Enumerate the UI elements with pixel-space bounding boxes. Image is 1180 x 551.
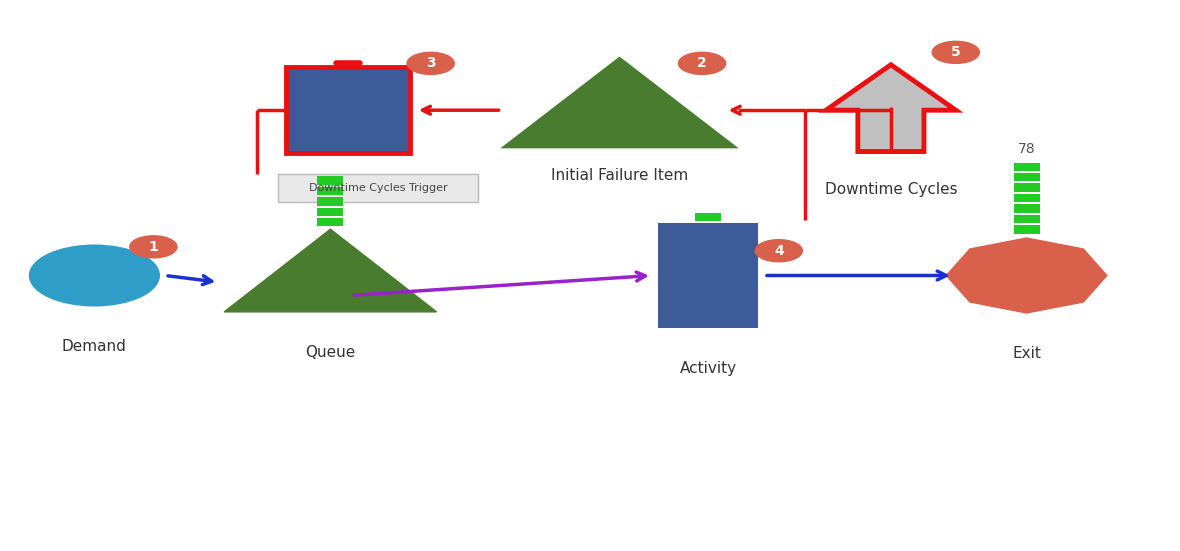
Circle shape: [755, 240, 802, 262]
Text: Demand: Demand: [63, 339, 126, 354]
FancyBboxPatch shape: [317, 218, 343, 226]
Text: 78: 78: [1018, 142, 1035, 156]
Text: 2: 2: [697, 56, 707, 71]
Circle shape: [678, 52, 726, 74]
FancyBboxPatch shape: [1014, 225, 1040, 234]
FancyBboxPatch shape: [1014, 215, 1040, 223]
Text: 3: 3: [426, 56, 435, 71]
Circle shape: [407, 52, 454, 74]
FancyBboxPatch shape: [695, 213, 721, 221]
FancyBboxPatch shape: [317, 208, 343, 216]
Text: Queue: Queue: [306, 345, 355, 360]
FancyBboxPatch shape: [1014, 204, 1040, 213]
Text: Activity: Activity: [680, 361, 736, 376]
Text: 4: 4: [774, 244, 784, 258]
FancyBboxPatch shape: [1014, 183, 1040, 192]
Polygon shape: [826, 64, 956, 152]
FancyBboxPatch shape: [278, 174, 479, 202]
Circle shape: [130, 236, 177, 258]
Text: 1: 1: [149, 240, 158, 254]
Text: 5: 5: [951, 45, 961, 60]
Circle shape: [932, 41, 979, 63]
FancyBboxPatch shape: [317, 176, 343, 185]
FancyBboxPatch shape: [286, 67, 411, 153]
Polygon shape: [507, 60, 732, 146]
Text: Exit: Exit: [1012, 346, 1041, 361]
Text: Initial Failure Item: Initial Failure Item: [551, 168, 688, 183]
Text: Downtime Cycles: Downtime Cycles: [825, 182, 957, 197]
Polygon shape: [224, 229, 437, 312]
FancyBboxPatch shape: [1014, 173, 1040, 181]
Text: MTBF: MTBF: [327, 175, 369, 190]
FancyBboxPatch shape: [317, 197, 343, 206]
FancyBboxPatch shape: [1014, 194, 1040, 202]
Polygon shape: [946, 238, 1107, 313]
Text: Downtime Cycles Trigger: Downtime Cycles Trigger: [309, 183, 447, 193]
Circle shape: [30, 245, 159, 306]
FancyBboxPatch shape: [658, 223, 758, 328]
FancyBboxPatch shape: [317, 187, 343, 195]
FancyBboxPatch shape: [1014, 163, 1040, 171]
